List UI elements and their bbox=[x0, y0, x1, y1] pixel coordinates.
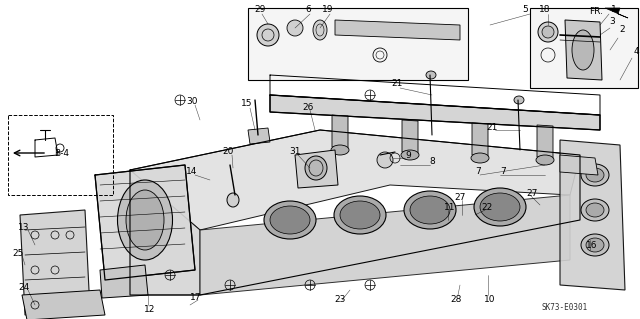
Ellipse shape bbox=[404, 191, 456, 229]
Ellipse shape bbox=[401, 150, 419, 160]
Text: 22: 22 bbox=[481, 203, 493, 211]
Text: 7: 7 bbox=[475, 167, 481, 176]
Text: 12: 12 bbox=[144, 306, 156, 315]
Text: 1: 1 bbox=[611, 5, 617, 14]
Ellipse shape bbox=[126, 190, 164, 250]
Text: 26: 26 bbox=[302, 102, 314, 112]
Ellipse shape bbox=[410, 196, 450, 224]
Polygon shape bbox=[295, 150, 338, 188]
Polygon shape bbox=[472, 123, 488, 156]
Text: 5: 5 bbox=[522, 5, 528, 14]
Text: 19: 19 bbox=[323, 5, 333, 14]
Ellipse shape bbox=[480, 193, 520, 221]
Text: 30: 30 bbox=[186, 98, 198, 107]
Bar bbox=[530, 8, 638, 88]
Polygon shape bbox=[332, 115, 348, 148]
Text: 2: 2 bbox=[619, 26, 625, 34]
Polygon shape bbox=[605, 8, 628, 18]
Bar bbox=[8, 115, 113, 195]
Ellipse shape bbox=[572, 30, 594, 70]
Text: 8: 8 bbox=[429, 158, 435, 167]
Polygon shape bbox=[100, 265, 148, 298]
Ellipse shape bbox=[331, 145, 349, 155]
Text: B-4: B-4 bbox=[54, 149, 70, 158]
Ellipse shape bbox=[264, 201, 316, 239]
Text: 17: 17 bbox=[190, 293, 202, 302]
Ellipse shape bbox=[426, 71, 436, 79]
Ellipse shape bbox=[227, 193, 239, 207]
Text: 9: 9 bbox=[405, 151, 411, 160]
Text: 7: 7 bbox=[500, 167, 506, 176]
Text: 24: 24 bbox=[19, 284, 29, 293]
Ellipse shape bbox=[334, 196, 386, 234]
Ellipse shape bbox=[377, 152, 393, 168]
Polygon shape bbox=[130, 170, 200, 295]
Text: 21: 21 bbox=[391, 79, 403, 88]
Polygon shape bbox=[95, 165, 195, 280]
Ellipse shape bbox=[538, 22, 558, 42]
Text: 23: 23 bbox=[334, 294, 346, 303]
Polygon shape bbox=[560, 155, 598, 175]
Text: FR.: FR. bbox=[589, 8, 603, 17]
Ellipse shape bbox=[340, 201, 380, 229]
Polygon shape bbox=[402, 120, 418, 153]
Text: 3: 3 bbox=[609, 18, 615, 26]
Bar bbox=[248, 8, 468, 80]
Ellipse shape bbox=[471, 153, 489, 163]
Ellipse shape bbox=[581, 199, 609, 221]
Text: 27: 27 bbox=[454, 192, 466, 202]
Ellipse shape bbox=[305, 156, 327, 180]
Text: 16: 16 bbox=[586, 241, 598, 249]
Ellipse shape bbox=[586, 203, 604, 217]
Polygon shape bbox=[248, 128, 270, 144]
Text: 25: 25 bbox=[12, 249, 24, 257]
Ellipse shape bbox=[257, 24, 279, 46]
Ellipse shape bbox=[586, 238, 604, 252]
Polygon shape bbox=[130, 130, 580, 230]
Ellipse shape bbox=[287, 20, 303, 36]
Ellipse shape bbox=[581, 164, 609, 186]
Polygon shape bbox=[335, 20, 460, 40]
Text: 13: 13 bbox=[19, 224, 29, 233]
Text: SK73-E0301: SK73-E0301 bbox=[542, 303, 588, 313]
Text: 29: 29 bbox=[254, 5, 266, 14]
Polygon shape bbox=[537, 125, 553, 158]
Ellipse shape bbox=[542, 26, 554, 38]
Text: 27: 27 bbox=[526, 189, 538, 197]
Ellipse shape bbox=[270, 206, 310, 234]
Ellipse shape bbox=[586, 168, 604, 182]
Text: 14: 14 bbox=[186, 167, 198, 176]
Ellipse shape bbox=[514, 96, 524, 104]
Ellipse shape bbox=[313, 20, 327, 40]
Polygon shape bbox=[22, 290, 105, 319]
Text: 28: 28 bbox=[451, 294, 461, 303]
Text: 20: 20 bbox=[222, 147, 234, 157]
Text: 11: 11 bbox=[444, 203, 456, 211]
Ellipse shape bbox=[118, 180, 173, 260]
Text: 31: 31 bbox=[289, 147, 301, 157]
Polygon shape bbox=[200, 195, 570, 295]
Ellipse shape bbox=[536, 155, 554, 165]
Text: 6: 6 bbox=[305, 5, 311, 14]
Text: 4: 4 bbox=[633, 48, 639, 56]
Text: 10: 10 bbox=[484, 295, 496, 305]
Text: 21: 21 bbox=[486, 122, 498, 131]
Polygon shape bbox=[270, 95, 600, 130]
Text: 15: 15 bbox=[241, 100, 253, 108]
Polygon shape bbox=[565, 20, 602, 80]
Ellipse shape bbox=[581, 234, 609, 256]
Text: 18: 18 bbox=[540, 5, 551, 14]
Polygon shape bbox=[560, 140, 625, 290]
Polygon shape bbox=[20, 210, 90, 315]
Ellipse shape bbox=[474, 188, 526, 226]
